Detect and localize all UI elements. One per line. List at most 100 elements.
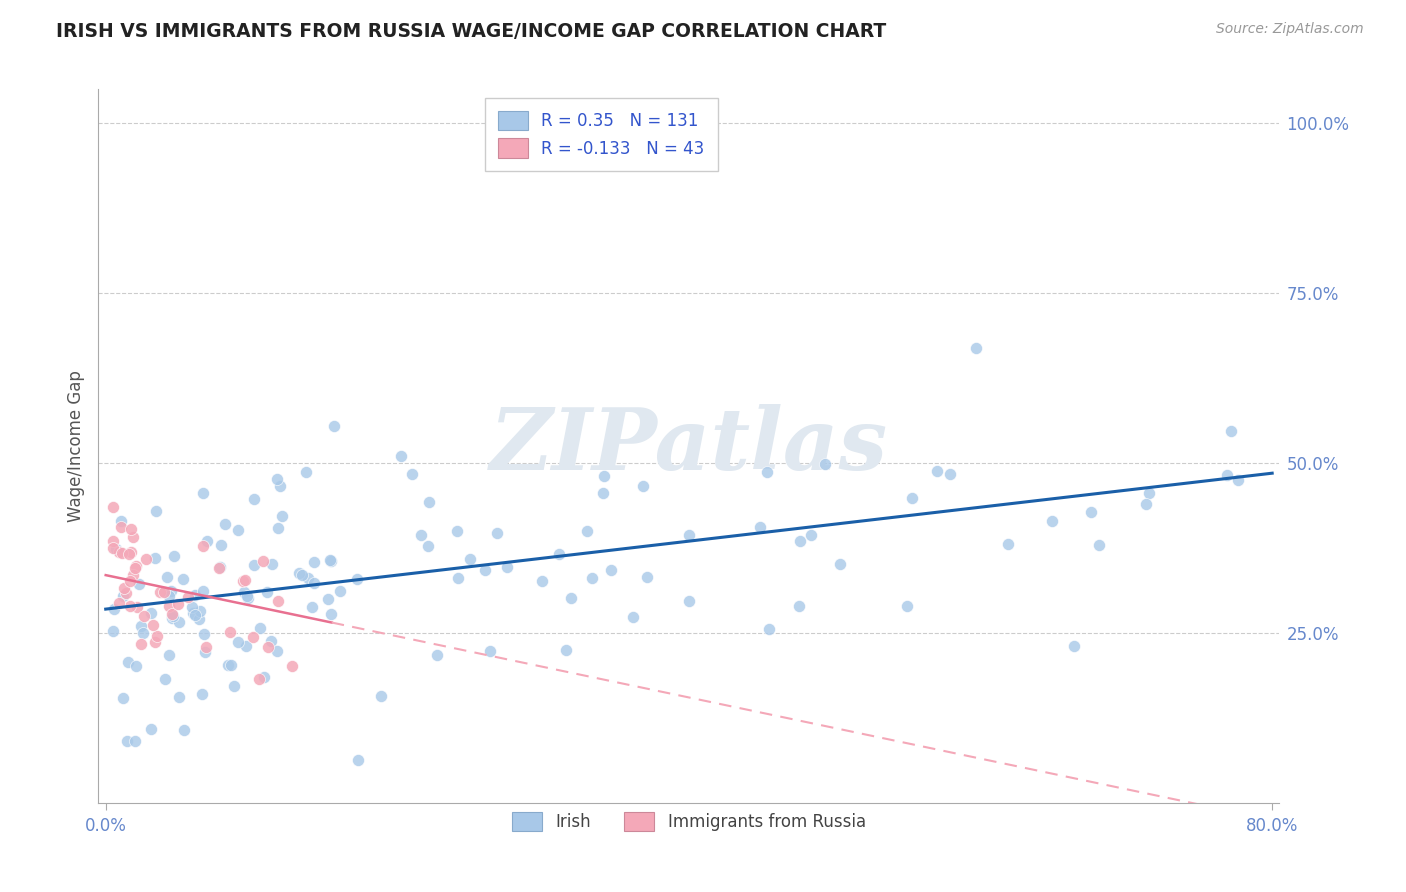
Point [749, 520, 772, 534]
Point [758, 622, 780, 636]
Point [247, 672, 270, 686]
Point [163, 549, 186, 563]
Point [323, 419, 346, 434]
Point [548, 547, 571, 561]
Point [800, 527, 823, 541]
Point [125, 559, 148, 574]
Point [111, 546, 134, 560]
Point [191, 687, 214, 701]
Point [118, 547, 141, 561]
Point [233, 574, 256, 588]
Point [231, 574, 253, 588]
Point [474, 563, 496, 577]
Point [418, 539, 440, 553]
Point [281, 659, 304, 673]
Point [135, 551, 157, 566]
Point [927, 464, 949, 478]
Point [319, 553, 342, 567]
Point [214, 517, 236, 532]
Point [243, 492, 266, 507]
Point [288, 566, 311, 581]
Point [256, 585, 278, 599]
Point [756, 465, 779, 479]
Point [112, 691, 135, 706]
Point [236, 591, 259, 605]
Point [142, 618, 165, 632]
Point [260, 557, 283, 571]
Point [173, 723, 195, 737]
Point [370, 689, 392, 703]
Point [219, 658, 242, 673]
Point [267, 594, 290, 608]
Point [139, 722, 162, 736]
Point [172, 573, 194, 587]
Point [217, 658, 239, 673]
Point [118, 599, 141, 614]
Point [243, 558, 266, 573]
Point [209, 560, 232, 574]
Point [446, 524, 468, 539]
Point [191, 584, 214, 599]
Point [222, 679, 245, 693]
Legend: Irish, Immigrants from Russia: Irish, Immigrants from Russia [499, 798, 879, 845]
Point [266, 472, 288, 486]
Point [235, 639, 257, 653]
Point [260, 634, 283, 648]
Point [1080, 505, 1102, 519]
Point [321, 554, 343, 568]
Point [249, 621, 271, 635]
Point [346, 572, 368, 586]
Y-axis label: Wage/Income Gap: Wage/Income Gap [66, 370, 84, 522]
Point [143, 635, 166, 649]
Point [121, 530, 143, 544]
Point [599, 563, 621, 577]
Text: ZIPatlas: ZIPatlas [489, 404, 889, 488]
Point [232, 585, 254, 599]
Point [167, 615, 190, 629]
Point [997, 537, 1019, 551]
Point [107, 545, 129, 559]
Point [401, 467, 423, 482]
Point [347, 753, 370, 767]
Point [219, 624, 242, 639]
Point [1135, 497, 1157, 511]
Point [118, 574, 141, 588]
Point [965, 342, 987, 356]
Point [183, 608, 205, 623]
Point [291, 567, 314, 582]
Point [112, 582, 135, 596]
Point [209, 538, 232, 552]
Point [554, 643, 576, 657]
Point [266, 644, 288, 658]
Point [125, 658, 148, 673]
Point [117, 655, 139, 669]
Point [636, 570, 658, 584]
Point [153, 585, 176, 599]
Point [479, 644, 502, 658]
Point [269, 479, 291, 493]
Point [181, 606, 204, 620]
Point [329, 583, 352, 598]
Point [129, 619, 152, 633]
Point [267, 521, 290, 535]
Point [157, 599, 180, 613]
Point [166, 597, 188, 611]
Point [115, 733, 138, 747]
Text: IRISH VS IMMIGRANTS FROM RUSSIA WAGE/INCOME GAP CORRELATION CHART: IRISH VS IMMIGRANTS FROM RUSSIA WAGE/INC… [56, 22, 887, 41]
Point [294, 465, 316, 479]
Point [132, 626, 155, 640]
Point [1137, 486, 1160, 500]
Point [1087, 538, 1109, 552]
Point [108, 596, 131, 610]
Point [157, 648, 180, 663]
Point [191, 486, 214, 500]
Point [814, 457, 837, 471]
Point [194, 645, 217, 659]
Point [319, 607, 342, 622]
Point [304, 555, 326, 569]
Point [576, 524, 599, 538]
Point [132, 609, 155, 624]
Point [621, 610, 644, 624]
Point [101, 541, 124, 555]
Point [110, 520, 132, 534]
